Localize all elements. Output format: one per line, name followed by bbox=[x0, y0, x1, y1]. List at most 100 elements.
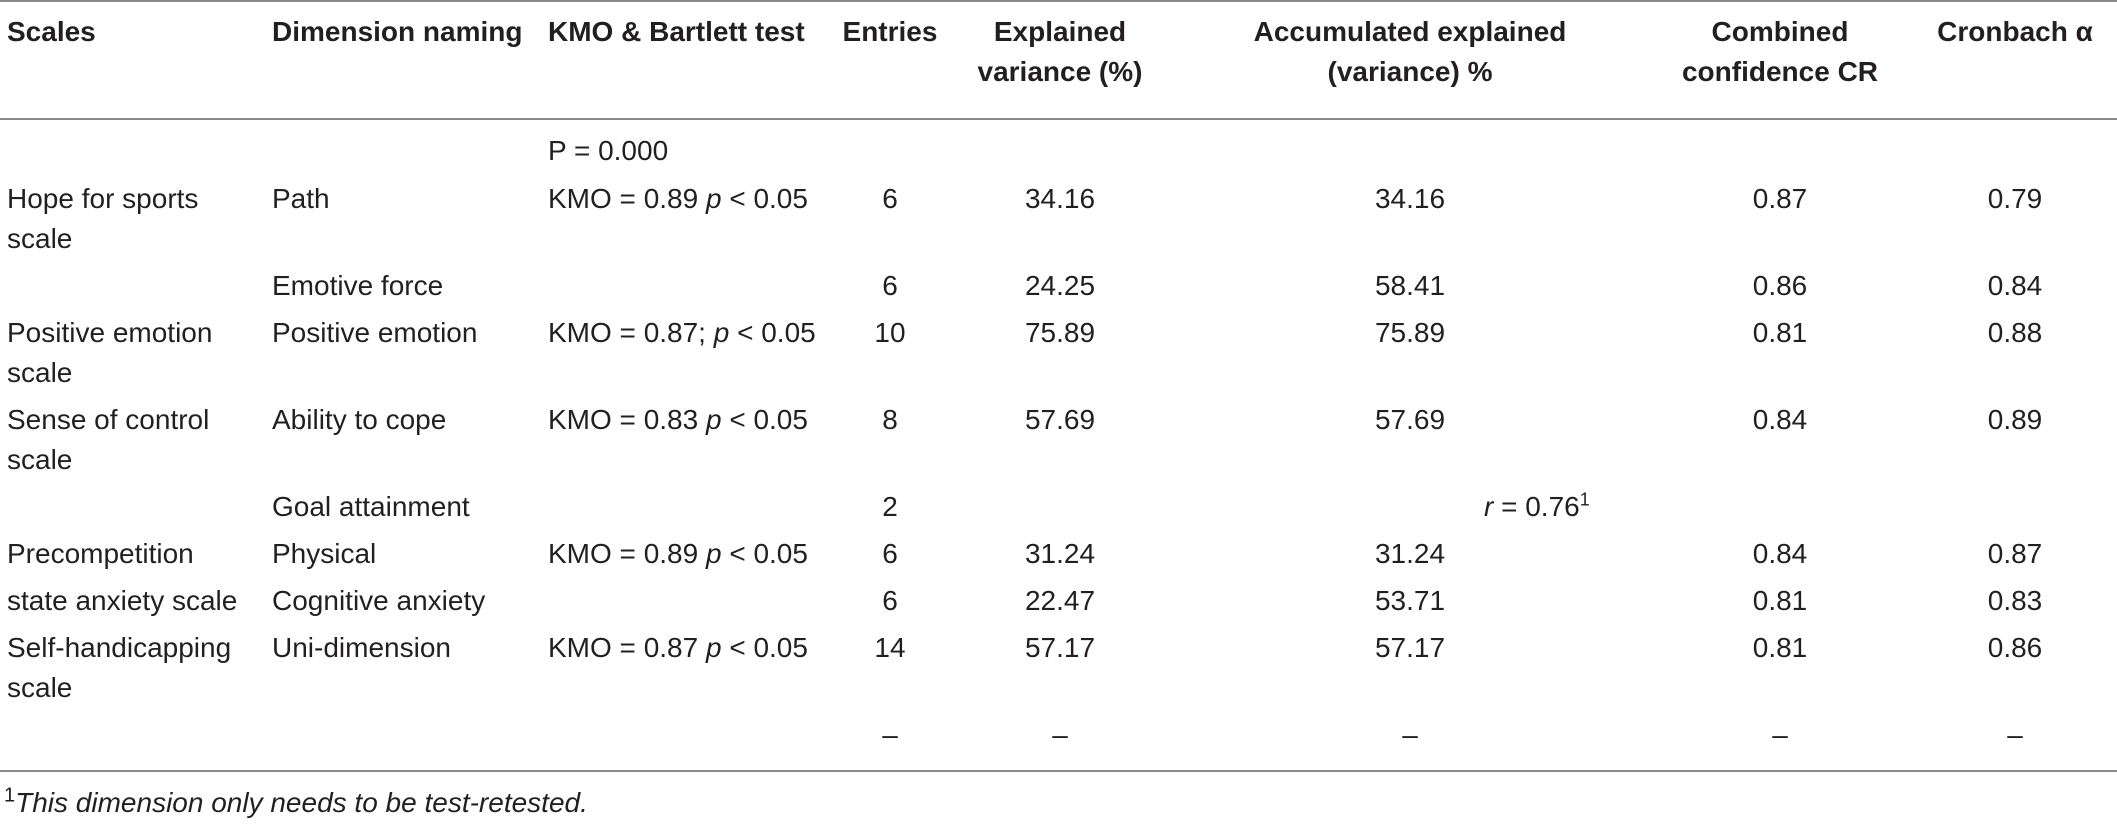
header-entries: Entries bbox=[842, 16, 938, 47]
table-row-scale: Sense of control scale bbox=[7, 400, 209, 480]
header-accumulated-variance: Accumulated explained (variance) % bbox=[1210, 12, 1610, 92]
cell-entries: 6 bbox=[882, 538, 898, 569]
cell-cr: 0.87 bbox=[1752, 183, 1808, 214]
cell-accumulated: 57.17 bbox=[1374, 632, 1446, 663]
cell-cr: 0.84 bbox=[1752, 404, 1808, 435]
cell-entries: 6 bbox=[882, 183, 898, 214]
kmo-value: KMO = 0.89 bbox=[548, 538, 699, 569]
top-rule bbox=[0, 0, 2117, 2]
cell-cr: 0.81 bbox=[1752, 585, 1808, 616]
cell-r-value: r = 0.761 bbox=[1484, 487, 1590, 527]
cell-dimension: Path bbox=[272, 183, 330, 214]
cell-alpha: 0.87 bbox=[1987, 538, 2043, 569]
header-cronbach-alpha: Cronbach α bbox=[1937, 16, 2093, 47]
cell-explained: 22.47 bbox=[1024, 585, 1096, 616]
header-accum-line1: Accumulated explained bbox=[1253, 16, 1567, 47]
header-accum-line2: (variance) % bbox=[1327, 56, 1493, 87]
cell-accumulated: 31.24 bbox=[1374, 538, 1446, 569]
cell-dimension: Emotive force bbox=[272, 270, 444, 301]
cell-alpha: 0.79 bbox=[1987, 183, 2043, 214]
scale-line2: scale bbox=[7, 444, 73, 475]
p-symbol: p bbox=[705, 632, 722, 663]
cell-alpha: – bbox=[2007, 719, 2023, 750]
footnote-marker: 1 bbox=[1579, 489, 1590, 510]
cell-accumulated: 58.41 bbox=[1374, 270, 1446, 301]
cell-alpha: 0.83 bbox=[1987, 585, 2043, 616]
scale-line2: scale bbox=[7, 672, 73, 703]
kmo-value: KMO = 0.87 bbox=[548, 632, 699, 663]
cell-dimension: Cognitive anxiety bbox=[272, 585, 486, 616]
scale-line1: Sense of control bbox=[7, 404, 210, 435]
cell-explained: 57.17 bbox=[1024, 632, 1096, 663]
footnote-marker: 1 bbox=[4, 784, 16, 807]
cell-dimension: Uni-dimension bbox=[272, 632, 451, 663]
scale-line1: Self-handicapping bbox=[7, 632, 232, 663]
table-row-scale: Hope for sports scale bbox=[7, 179, 198, 259]
cell-alpha: 0.84 bbox=[1987, 270, 2043, 301]
scale-line2: scale bbox=[7, 357, 73, 388]
p-threshold: < 0.05 bbox=[721, 632, 808, 663]
bottom-rule bbox=[0, 770, 2117, 772]
cell-kmo: KMO = 0.87; p < 0.05 bbox=[548, 313, 816, 353]
scale-line1: Hope for sports bbox=[7, 183, 199, 214]
header-scales: Scales bbox=[7, 16, 96, 47]
p-symbol: p bbox=[705, 538, 722, 569]
cell-explained: 75.89 bbox=[1024, 317, 1096, 348]
cell-entries: – bbox=[882, 719, 898, 750]
header-rule bbox=[0, 118, 2117, 120]
cell-dimension: Ability to cope bbox=[272, 404, 447, 435]
kmo-value: KMO = 0.87; bbox=[548, 317, 714, 348]
cell-entries: 6 bbox=[882, 585, 898, 616]
cell-alpha: 0.89 bbox=[1987, 404, 2043, 435]
cell-accumulated: 75.89 bbox=[1374, 317, 1446, 348]
cell-cr: 0.81 bbox=[1752, 317, 1808, 348]
p-symbol: p bbox=[713, 317, 730, 348]
cell-explained: 57.69 bbox=[1024, 404, 1096, 435]
cell-cr: – bbox=[1772, 719, 1788, 750]
header-dimension-naming: Dimension naming bbox=[272, 16, 523, 47]
cell-cr: 0.81 bbox=[1752, 632, 1808, 663]
cell-kmo: KMO = 0.89 p < 0.05 bbox=[548, 179, 808, 219]
p-symbol: p bbox=[705, 404, 722, 435]
cell-dimension: Positive emotion bbox=[272, 317, 478, 348]
cell-explained: – bbox=[1052, 719, 1068, 750]
cell-accumulated: – bbox=[1402, 719, 1418, 750]
table-row-scale: Positive emotion scale bbox=[7, 313, 212, 393]
cell-accumulated: 53.71 bbox=[1374, 585, 1446, 616]
header-kmo-bartlett: KMO & Bartlett test bbox=[548, 16, 805, 47]
cell-cr: 0.86 bbox=[1752, 270, 1808, 301]
scale-line1: Positive emotion bbox=[7, 317, 213, 348]
header-explained-line2: variance (%) bbox=[977, 56, 1143, 87]
table-row-scale: Precompetition bbox=[7, 538, 194, 569]
header-combined-confidence: Combined confidence CR bbox=[1630, 12, 1930, 92]
cell-alpha: 0.88 bbox=[1987, 317, 2043, 348]
table-footnote: 1This dimension only needs to be test-re… bbox=[4, 783, 588, 823]
cell-explained: 31.24 bbox=[1024, 538, 1096, 569]
table-row-scale: Self-handicapping scale bbox=[7, 628, 231, 708]
table-row-scale: state anxiety scale bbox=[7, 585, 238, 616]
cell-alpha: 0.86 bbox=[1987, 632, 2043, 663]
p-threshold: < 0.05 bbox=[729, 317, 816, 348]
p-threshold: < 0.05 bbox=[721, 404, 808, 435]
cell-explained: 24.25 bbox=[1024, 270, 1096, 301]
cell-entries: 2 bbox=[882, 491, 898, 522]
header-explained-line1: Explained bbox=[993, 16, 1127, 47]
cell-kmo: KMO = 0.89 p < 0.05 bbox=[548, 534, 808, 574]
p-threshold: < 0.05 bbox=[721, 538, 808, 569]
r-symbol: r bbox=[1484, 491, 1494, 522]
header-cr-line1: Combined bbox=[1711, 16, 1849, 47]
cell-accumulated: 57.69 bbox=[1374, 404, 1446, 435]
r-number: = 0.76 bbox=[1493, 491, 1580, 522]
cell-entries: 10 bbox=[874, 317, 906, 348]
p-threshold: < 0.05 bbox=[721, 183, 808, 214]
p-note: P = 0.000 bbox=[548, 135, 669, 166]
cell-dimension: Goal attainment bbox=[272, 491, 470, 522]
cell-entries: 14 bbox=[874, 632, 906, 663]
kmo-value: KMO = 0.83 bbox=[548, 404, 699, 435]
header-explained-variance: Explained variance (%) bbox=[960, 12, 1160, 92]
cell-entries: 6 bbox=[882, 270, 898, 301]
cell-entries: 8 bbox=[882, 404, 898, 435]
footnote-text: This dimension only needs to be test-ret… bbox=[15, 787, 588, 818]
scale-line2: scale bbox=[7, 223, 73, 254]
header-cr-line2: confidence CR bbox=[1681, 56, 1879, 87]
